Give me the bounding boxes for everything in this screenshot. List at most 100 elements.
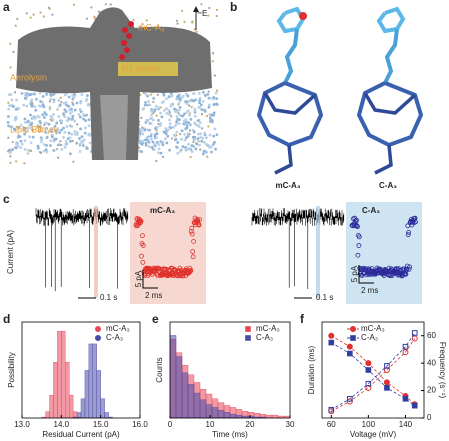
lipid-atom: [36, 114, 40, 118]
lipid-atom: [57, 115, 61, 118]
marker: [346, 343, 353, 350]
lipid-atom: [173, 134, 177, 138]
lipid-atom: [209, 96, 212, 100]
molecule-label: mC-A₃: [138, 22, 165, 32]
lipid-atom: [178, 113, 182, 117]
region-label: R1 region: [122, 63, 161, 73]
lipid-atom: [143, 128, 147, 132]
lipid-atom: [174, 123, 178, 127]
lipid-atom: [8, 104, 11, 108]
lipid-atom: [79, 115, 82, 119]
lipid-atom: [157, 143, 161, 147]
lipid-atom: [19, 146, 23, 150]
x-tick-label: 15.0: [93, 420, 109, 429]
lipid-atom: [23, 139, 27, 142]
solvent-atom: [71, 139, 74, 143]
methyl-group: [299, 12, 307, 20]
lipid-atom: [80, 93, 84, 97]
x-axis-label: Voltage (mV): [350, 430, 397, 439]
solvent-atom: [55, 147, 59, 151]
lipid-atom: [178, 105, 182, 109]
lipid-atom: [186, 94, 190, 98]
histogram-bar: [88, 343, 94, 419]
lipid-atom: [139, 140, 142, 143]
lipid-atom: [141, 141, 144, 145]
inset-point: [164, 267, 170, 272]
lipid-atom: [208, 133, 212, 137]
lipid-atom: [150, 109, 153, 113]
solvent-atom: [175, 19, 179, 22]
lipid-atom: [64, 101, 68, 104]
lipid-atom: [175, 115, 179, 118]
lipid-atom: [144, 101, 147, 104]
lipid-atom: [193, 122, 197, 126]
axes-frame: [169, 321, 291, 419]
field-arrowhead: [193, 6, 199, 12]
lipid-atom: [144, 92, 148, 96]
lipid-atom: [79, 101, 83, 105]
aerolysin-pore: [16, 7, 212, 160]
solvent-atom: [7, 101, 10, 104]
scale-label: 2 ms: [145, 291, 162, 300]
lipid-atom: [180, 137, 183, 141]
y-axis-label: Possibility: [7, 352, 16, 388]
lipid-atom: [48, 107, 52, 111]
scale-label: 2 ms: [361, 286, 378, 295]
lipid-atom: [168, 148, 171, 152]
lipid-atom: [19, 123, 23, 127]
lipid-atom: [198, 98, 202, 102]
lipid-atom: [198, 121, 202, 125]
solvent-atom: [16, 17, 19, 21]
lipid-atom: [203, 131, 207, 135]
nanopore-model: [6, 3, 219, 165]
lipid-atom: [31, 135, 35, 139]
lipid-atom: [28, 135, 32, 139]
solvent-atom: [51, 13, 54, 16]
lipid-atom: [214, 147, 217, 151]
lipid-atom: [148, 103, 152, 107]
molecule-name: C-A₃: [379, 181, 397, 190]
series-line: [331, 342, 415, 406]
legend-label: C-A₃: [361, 333, 378, 342]
lipid-atom: [45, 126, 48, 130]
lipid-atom: [17, 134, 21, 138]
marker: [411, 402, 418, 409]
solvent-atom: [39, 151, 43, 154]
lipid-atom: [164, 132, 168, 136]
solvent-atom: [152, 100, 155, 104]
lipid-atom: [182, 122, 186, 126]
lipid-atom: [180, 129, 184, 133]
solvent-atom: [146, 104, 149, 107]
inset-point: [406, 230, 412, 235]
lipid-atom: [155, 140, 159, 144]
lipid-atom: [52, 98, 56, 102]
lipid-atom: [146, 128, 149, 132]
lipid-atom: [68, 111, 72, 115]
lipid-atom: [19, 139, 23, 143]
solvent-atom: [145, 19, 148, 22]
marker: [402, 343, 409, 350]
lipid-atom: [86, 102, 90, 106]
lipid-atom: [160, 101, 164, 104]
lipid-atom: [213, 127, 217, 131]
lipid-atom: [24, 121, 27, 124]
lipid-atom: [165, 141, 169, 145]
solvent-atom: [215, 8, 219, 12]
histogram-bar: [65, 362, 70, 419]
inset-point: [161, 266, 167, 272]
lipid-atom: [45, 144, 48, 147]
lipid-atom: [31, 116, 35, 120]
x-tick-label: 10: [206, 420, 215, 429]
lipid-atom: [29, 102, 33, 106]
lipid-atom: [71, 117, 74, 121]
lipid-atom: [16, 144, 20, 148]
lipid-atom: [38, 120, 42, 123]
pore-label: Aerolysin: [10, 72, 47, 82]
lipid-atom: [9, 93, 13, 96]
histogram-bar: [104, 412, 109, 419]
lipid-atom: [201, 152, 205, 156]
inset-point: [189, 231, 195, 237]
inset-point: [407, 264, 413, 270]
solvent-atom: [208, 6, 211, 10]
